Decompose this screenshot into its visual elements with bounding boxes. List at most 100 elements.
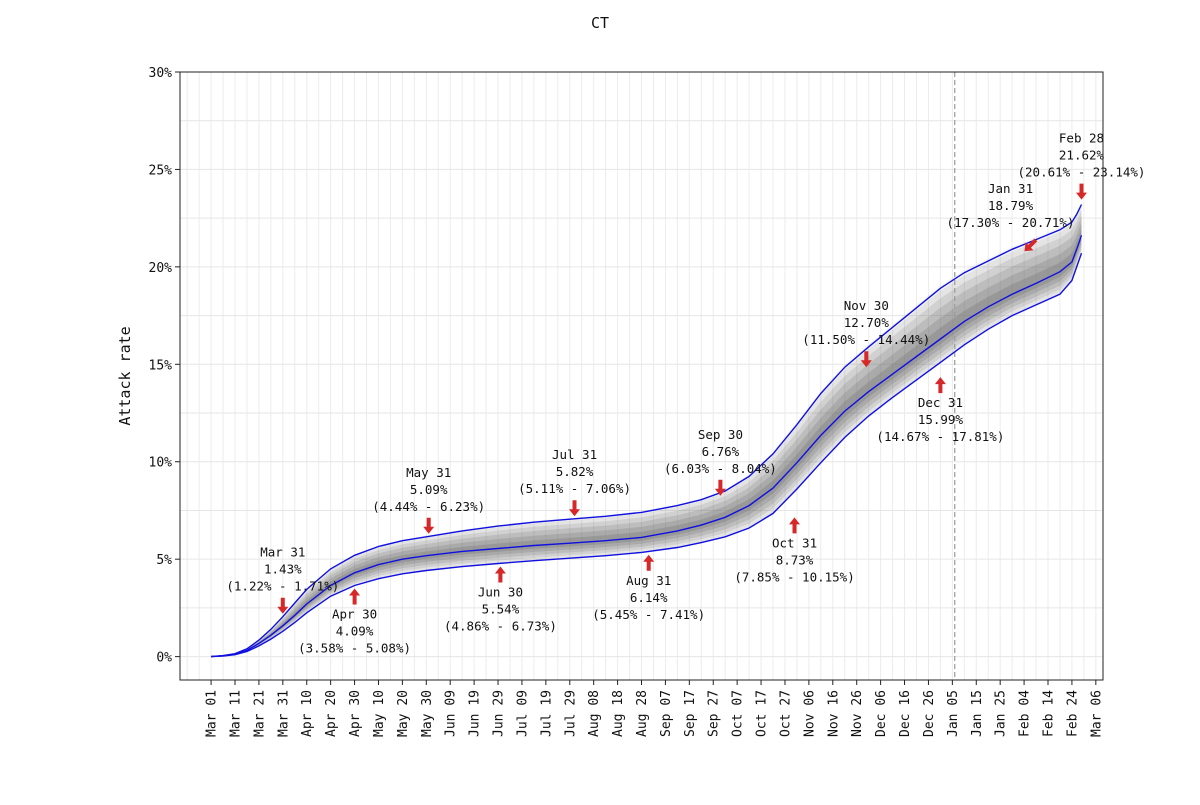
annotation-date: Jun 30 <box>478 584 523 599</box>
annotation: Dec 31 15.99% (14.67% - 17.81%) <box>876 395 1004 444</box>
x-tick-label: May 20 <box>396 690 411 737</box>
annotation-arrow <box>789 517 800 534</box>
x-tick-label: Apr 20 <box>324 690 339 737</box>
annotation-value: 1.43% <box>264 562 302 577</box>
annotation-range: (4.44% - 6.23%) <box>372 499 485 514</box>
annotation: Jun 30 5.54% (4.86% - 6.73%) <box>444 584 557 633</box>
grid <box>180 71 1103 680</box>
x-tick-label: Oct 07 <box>731 690 746 737</box>
band-layer <box>211 206 1082 657</box>
x-tick-label: Jun 19 <box>468 690 483 737</box>
annotation-arrow <box>714 479 726 496</box>
chart-title: CT <box>591 14 609 32</box>
x-tick-label: Dec 26 <box>922 690 937 737</box>
y-tick-label: 15% <box>149 358 173 373</box>
annotation-date: Sep 30 <box>698 427 743 442</box>
y-tick-label: 30% <box>149 66 173 81</box>
y-tick-label: 0% <box>156 651 172 666</box>
median-line <box>211 235 1083 658</box>
band-layer <box>211 216 1082 657</box>
x-tick-label: Jun 09 <box>444 690 459 737</box>
x-tick-label: Mar 06 <box>1089 690 1104 737</box>
annotation-date: Jan 31 <box>988 181 1033 196</box>
x-tick-label: Sep 27 <box>707 690 722 737</box>
x-tick-label: Mar 21 <box>252 690 267 737</box>
y-tick-label: 25% <box>149 163 173 178</box>
annotations: Mar 31 1.43% (1.22% - 1.71%) Apr 30 4.09% (3.… <box>226 131 1145 656</box>
annotation-value: 12.70% <box>844 315 890 330</box>
annotation-arrow <box>277 597 289 614</box>
x-tick-label: Aug 18 <box>611 690 626 737</box>
annotation: Apr 30 4.09% (3.58% - 5.08%) <box>298 606 411 655</box>
x-tick-label: Aug 08 <box>587 690 602 737</box>
annotation-arrow <box>1076 183 1087 200</box>
annotation-value: 5.54% <box>482 601 520 616</box>
annotation-range: (7.85% - 10.15%) <box>734 569 854 584</box>
x-tick-label: Aug 28 <box>635 690 650 737</box>
annotation: Feb 28 21.62% (20.61% - 23.14%) <box>1018 131 1146 180</box>
x-tick-label: Mar 01 <box>205 690 220 737</box>
x-tick-label: Sep 07 <box>659 690 674 737</box>
band-layer <box>211 210 1082 657</box>
x-tick-label: Apr 10 <box>300 690 315 737</box>
x-tick-label: Jun 29 <box>492 690 507 737</box>
annotation-date: Oct 31 <box>772 535 817 550</box>
x-tick-label: Jan 05 <box>946 690 961 737</box>
annotation-value: 6.76% <box>702 444 740 459</box>
lower-line <box>211 252 1083 658</box>
x-tick-label: Oct 17 <box>755 690 770 737</box>
annotation-range: (3.58% - 5.08%) <box>298 640 411 655</box>
x-tick-label: Apr 30 <box>348 690 363 737</box>
x-tick-label: Jul 29 <box>563 690 578 737</box>
band-layer <box>211 202 1082 657</box>
annotation-date: Feb 28 <box>1059 131 1104 146</box>
annotation-value: 21.62% <box>1059 148 1105 163</box>
x-tick-label: Jan 25 <box>994 690 1009 737</box>
annotation-range: (5.45% - 7.41%) <box>592 607 705 622</box>
annotation-value: 5.82% <box>556 464 594 479</box>
x-tick-label: Feb 24 <box>1065 690 1080 737</box>
annotation-arrow <box>423 517 435 534</box>
x-axis: Mar 01 Mar 11 Mar 21 Mar 31 Apr 10 Apr 20 Apr … <box>205 680 1104 737</box>
y-axis-label: Attack rate <box>116 326 134 425</box>
annotation: Nov 30 12.70% (11.50% - 14.44%) <box>802 298 930 347</box>
x-tick-label: Oct 27 <box>778 690 793 737</box>
annotation-arrow <box>494 566 506 583</box>
annotation-range: (5.11% - 7.06%) <box>518 481 631 496</box>
annotation: Jul 31 5.82% (5.11% - 7.06%) <box>518 447 631 496</box>
annotation-arrow <box>1024 238 1038 252</box>
annotation-range: (4.86% - 6.73%) <box>444 618 557 633</box>
annotation-range: (6.03% - 8.04%) <box>664 461 777 476</box>
annotation-arrow <box>934 377 946 394</box>
x-tick-label: Nov 06 <box>802 690 817 737</box>
x-tick-label: Sep 17 <box>683 690 698 737</box>
annotation-value: 6.14% <box>630 590 668 605</box>
annotation-range: (1.22% - 1.71%) <box>226 579 339 594</box>
x-tick-label: Jul 19 <box>539 690 554 737</box>
series-lines <box>211 204 1083 658</box>
annotation-arrow <box>643 554 655 571</box>
annotation-arrow <box>569 500 580 517</box>
annotation-range: (11.50% - 14.44%) <box>802 332 930 347</box>
x-tick-label: Nov 16 <box>826 690 841 737</box>
y-axis: 0% 5% 10% 15% 20% 25% 30% <box>149 66 180 666</box>
annotation-range: (14.67% - 17.81%) <box>876 429 1004 444</box>
band-layer <box>211 228 1082 657</box>
annotation-range: (17.30% - 20.71%) <box>947 215 1075 230</box>
annotation: May 31 5.09% (4.44% - 6.23%) <box>372 465 485 514</box>
x-tick-label: Jan 15 <box>970 690 985 737</box>
x-tick-label: Dec 06 <box>874 690 889 737</box>
annotation-date: Nov 30 <box>844 298 889 313</box>
annotation: Mar 31 1.43% (1.22% - 1.71%) <box>226 545 339 594</box>
annotation-value: 8.73% <box>776 552 814 567</box>
annotation-value: 4.09% <box>336 623 374 638</box>
annotation-arrow <box>349 588 361 605</box>
band-layer <box>211 222 1082 657</box>
y-tick-label: 20% <box>149 261 173 276</box>
annotation-value: 5.09% <box>410 482 448 497</box>
annotation-date: Dec 31 <box>918 395 963 410</box>
x-tick-label: May 10 <box>372 690 387 737</box>
x-tick-label: May 30 <box>420 690 435 737</box>
y-tick-label: 5% <box>156 553 172 568</box>
